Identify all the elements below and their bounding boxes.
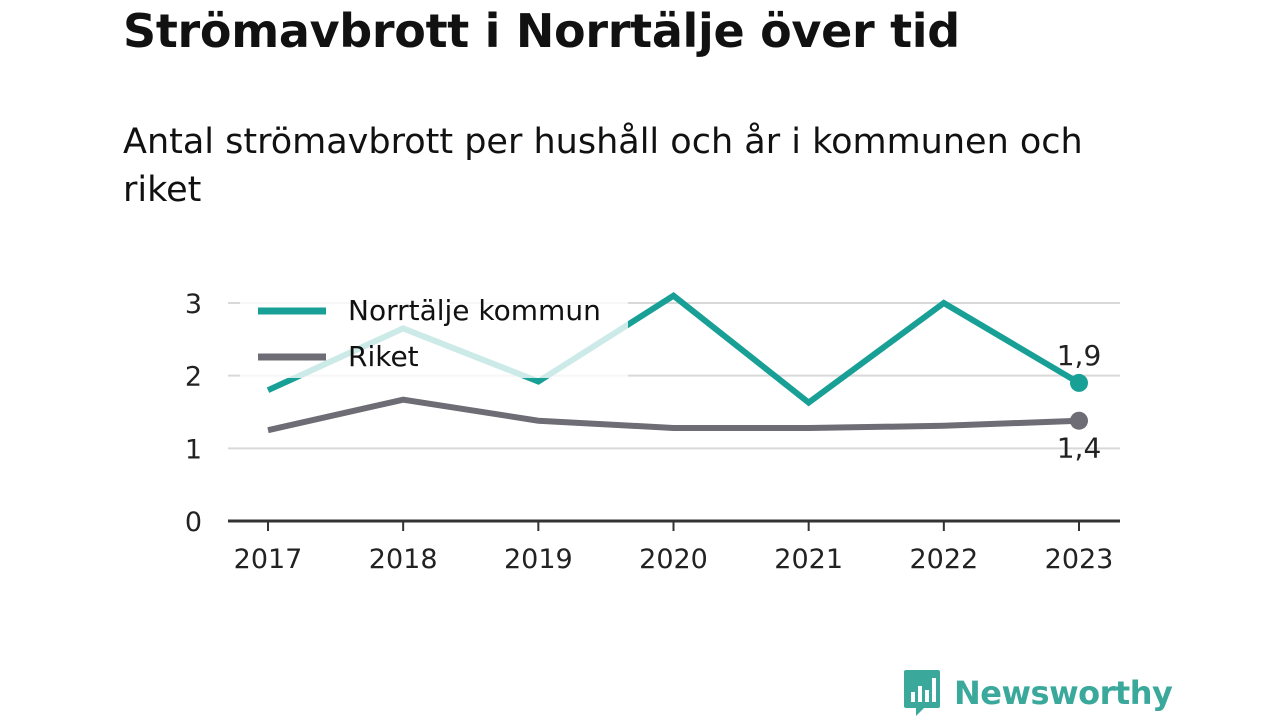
brand-logo: Newsworthy — [902, 668, 1173, 718]
x-tick-label: 2021 — [774, 544, 843, 575]
y-tick-label: 2 — [185, 362, 202, 393]
legend-label: Norrtälje kommun — [348, 294, 601, 327]
series-line — [267, 396, 1080, 434]
chart-title: Strömavbrott i Norrtälje över tid — [123, 4, 960, 58]
chart-subtitle: Antal strömavbrott per hushåll och år i … — [123, 122, 1083, 210]
y-tick-label: 0 — [185, 507, 202, 538]
y-tick-label: 1 — [185, 434, 202, 465]
x-tick-label: 2022 — [909, 544, 978, 575]
x-tick-label: 2023 — [1045, 544, 1114, 575]
end-value-label: 1,4 — [1057, 432, 1102, 465]
series-end-point — [1070, 373, 1088, 392]
x-tick-label: 2018 — [369, 544, 438, 575]
series-end-point — [1070, 411, 1088, 430]
bar-chart-bubble-icon — [904, 670, 940, 716]
end-value-label: 1,9 — [1057, 339, 1102, 372]
x-tick-label: 2017 — [234, 544, 303, 575]
x-tick-label: 2020 — [639, 544, 708, 575]
x-tick-label: 2019 — [504, 544, 573, 575]
brand-name: Newsworthy — [954, 674, 1173, 712]
y-tick-label: 3 — [185, 289, 202, 320]
legend-background — [240, 282, 628, 378]
legend-label: Riket — [348, 340, 419, 373]
